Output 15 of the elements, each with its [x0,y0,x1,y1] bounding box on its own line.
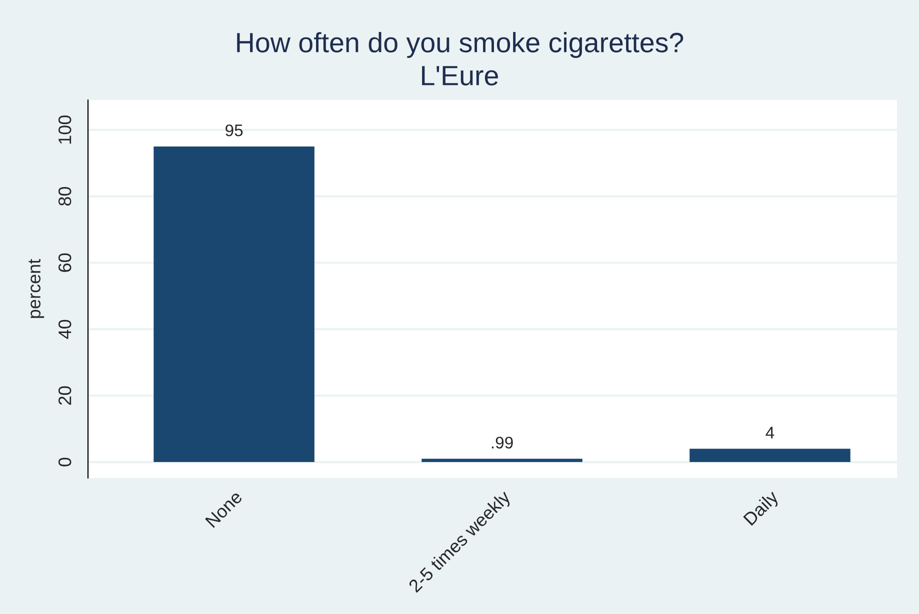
chart-title: How often do you smoke cigarettes? [237,32,684,58]
chart-subtitle: L'Eure [422,66,498,86]
y-tick-label: 80 [58,186,72,206]
bar [422,458,582,462]
y-tick-label: 20 [58,386,72,405]
data-label: 4 [766,426,774,438]
y-tick-label: 100 [58,116,72,144]
data-label: .99 [492,436,513,449]
bar [154,146,314,462]
bar [690,448,850,462]
data-label: 95 [226,124,243,136]
y-tick-label: 0 [58,458,72,466]
y-axis-title: percent [28,259,44,318]
y-tick-label: 40 [58,320,72,339]
y-tick-label: 60 [58,253,72,272]
